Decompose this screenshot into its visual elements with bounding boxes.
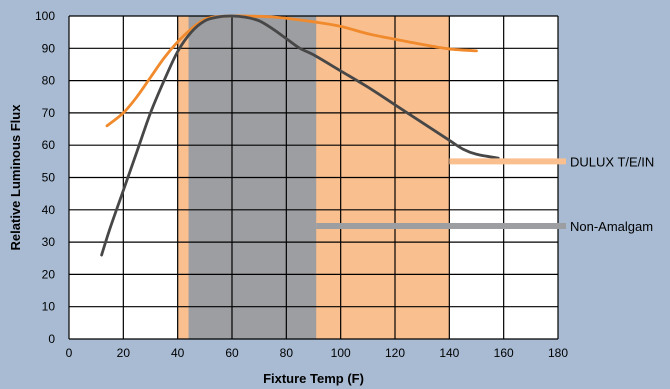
y-tick-label-10: 100: [35, 9, 55, 23]
x-tick-label-8: 160: [494, 346, 514, 360]
series-lines: [100, 14, 500, 257]
legend: DULUX T/E/IN Non-Amalgam: [316, 154, 654, 234]
y-axis-label: Relative Luminous Flux: [8, 104, 23, 251]
x-tick-label-4: 80: [280, 346, 294, 360]
y-tick-label-1: 10: [42, 300, 56, 314]
y-tick-label-6: 60: [42, 138, 56, 152]
x-tick-label-3: 60: [225, 346, 239, 360]
y-tick-label-7: 70: [42, 106, 56, 120]
x-tick-label-7: 140: [439, 346, 459, 360]
y-tick-label-9: 90: [42, 41, 56, 55]
x-tick-label-5: 100: [331, 346, 351, 360]
x-tick-label-6: 120: [385, 346, 405, 360]
x-tick-label-2: 40: [171, 346, 185, 360]
legend-label-1: Non-Amalgam: [570, 219, 653, 234]
y-tick-label-5: 50: [42, 171, 56, 185]
grid-lines: [68, 15, 559, 340]
series-line-1: [100, 14, 500, 257]
y-tick-label-8: 80: [42, 74, 56, 88]
y-tick-label-3: 30: [42, 235, 56, 249]
y-tick-label-0: 0: [48, 332, 55, 346]
y-tick-label-2: 20: [42, 267, 56, 281]
x-tick-label-1: 20: [117, 346, 131, 360]
x-tick-label-9: 180: [548, 346, 568, 360]
x-axis-label: Fixture Temp (F): [263, 371, 364, 386]
tick-labels: 0 20 40 60 80 100 120 140 160 180 0 10 20 30 40 50 60 70 8…: [35, 9, 568, 360]
y-tick-label-4: 40: [42, 203, 56, 217]
x-tick-label-0: 0: [66, 346, 73, 360]
legend-label-0: DULUX T/E/IN: [570, 154, 654, 169]
